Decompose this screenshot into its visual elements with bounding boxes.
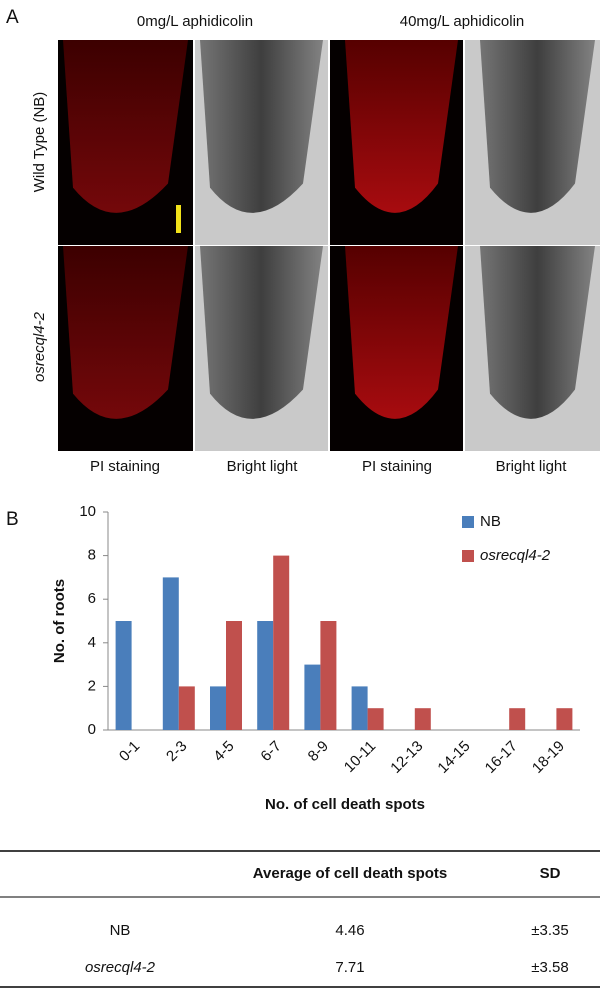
x-tick-label: 8-9 xyxy=(305,738,332,765)
bar xyxy=(273,555,290,730)
table-cell: osrecql4-2 xyxy=(85,959,156,976)
root xyxy=(63,246,188,419)
root xyxy=(480,40,595,213)
legend-swatch xyxy=(462,516,474,528)
y-tick-label: 10 xyxy=(79,503,96,520)
table-cell: 4.46 xyxy=(335,922,364,939)
panel-label: A xyxy=(6,7,19,28)
x-tick-label: 16-17 xyxy=(482,738,521,777)
bar xyxy=(115,621,132,730)
root xyxy=(200,246,323,419)
x-tick-label: 2-3 xyxy=(163,738,190,765)
y-tick-label: 4 xyxy=(88,634,96,651)
panel-label: B xyxy=(6,509,19,530)
image-label: Bright light xyxy=(496,458,568,475)
table-header: Average of cell death spots xyxy=(253,865,448,882)
y-tick-label: 8 xyxy=(88,547,96,564)
legend-swatch xyxy=(462,550,474,562)
x-tick-label: 4-5 xyxy=(210,738,237,765)
y-tick-label: 6 xyxy=(88,590,96,607)
bar xyxy=(210,686,226,730)
root xyxy=(200,40,323,213)
bar xyxy=(414,708,431,730)
y-tick-label: 0 xyxy=(88,721,96,738)
bar xyxy=(178,686,195,730)
x-tick-label: 12-13 xyxy=(387,738,426,777)
table-cell: NB xyxy=(110,922,131,939)
bar xyxy=(257,621,274,730)
root xyxy=(345,40,458,213)
x-axis-label: No. of cell death spots xyxy=(265,796,425,813)
x-tick-label: 14-15 xyxy=(434,738,473,777)
y-axis-label: No. of roots xyxy=(51,579,68,663)
bar xyxy=(304,664,321,730)
image-label: Bright light xyxy=(227,458,299,475)
x-tick-label: 6-7 xyxy=(257,738,284,765)
row-label: osrecql4-2 xyxy=(31,311,48,382)
image-label: PI staining xyxy=(90,458,160,475)
legend-label: osrecql4-2 xyxy=(480,547,551,564)
bar xyxy=(320,621,337,730)
table-cell: 7.71 xyxy=(335,959,364,976)
micrographs xyxy=(58,40,600,451)
root xyxy=(63,40,188,213)
x-tick-label: 10-11 xyxy=(341,738,379,776)
image-label: PI staining xyxy=(362,458,432,475)
bar xyxy=(162,577,179,730)
row-label: Wild Type (NB) xyxy=(31,92,48,193)
x-tick-label: 18-19 xyxy=(529,738,568,777)
root xyxy=(480,246,595,419)
scale-bar xyxy=(176,205,181,233)
bar xyxy=(367,708,384,730)
legend-label: NB xyxy=(480,513,501,530)
bar xyxy=(556,708,573,730)
column-header: 40mg/L aphidicolin xyxy=(400,13,525,30)
column-header: 0mg/L aphidicolin xyxy=(137,13,253,30)
bar xyxy=(509,708,526,730)
bar xyxy=(351,686,368,730)
table-header: SD xyxy=(540,865,561,882)
table-cell: ±3.35 xyxy=(531,922,568,939)
x-tick-label: 0-1 xyxy=(116,738,143,765)
root xyxy=(345,246,458,419)
table-cell: ±3.58 xyxy=(531,959,568,976)
bar xyxy=(226,621,242,730)
y-tick-label: 2 xyxy=(88,677,96,694)
